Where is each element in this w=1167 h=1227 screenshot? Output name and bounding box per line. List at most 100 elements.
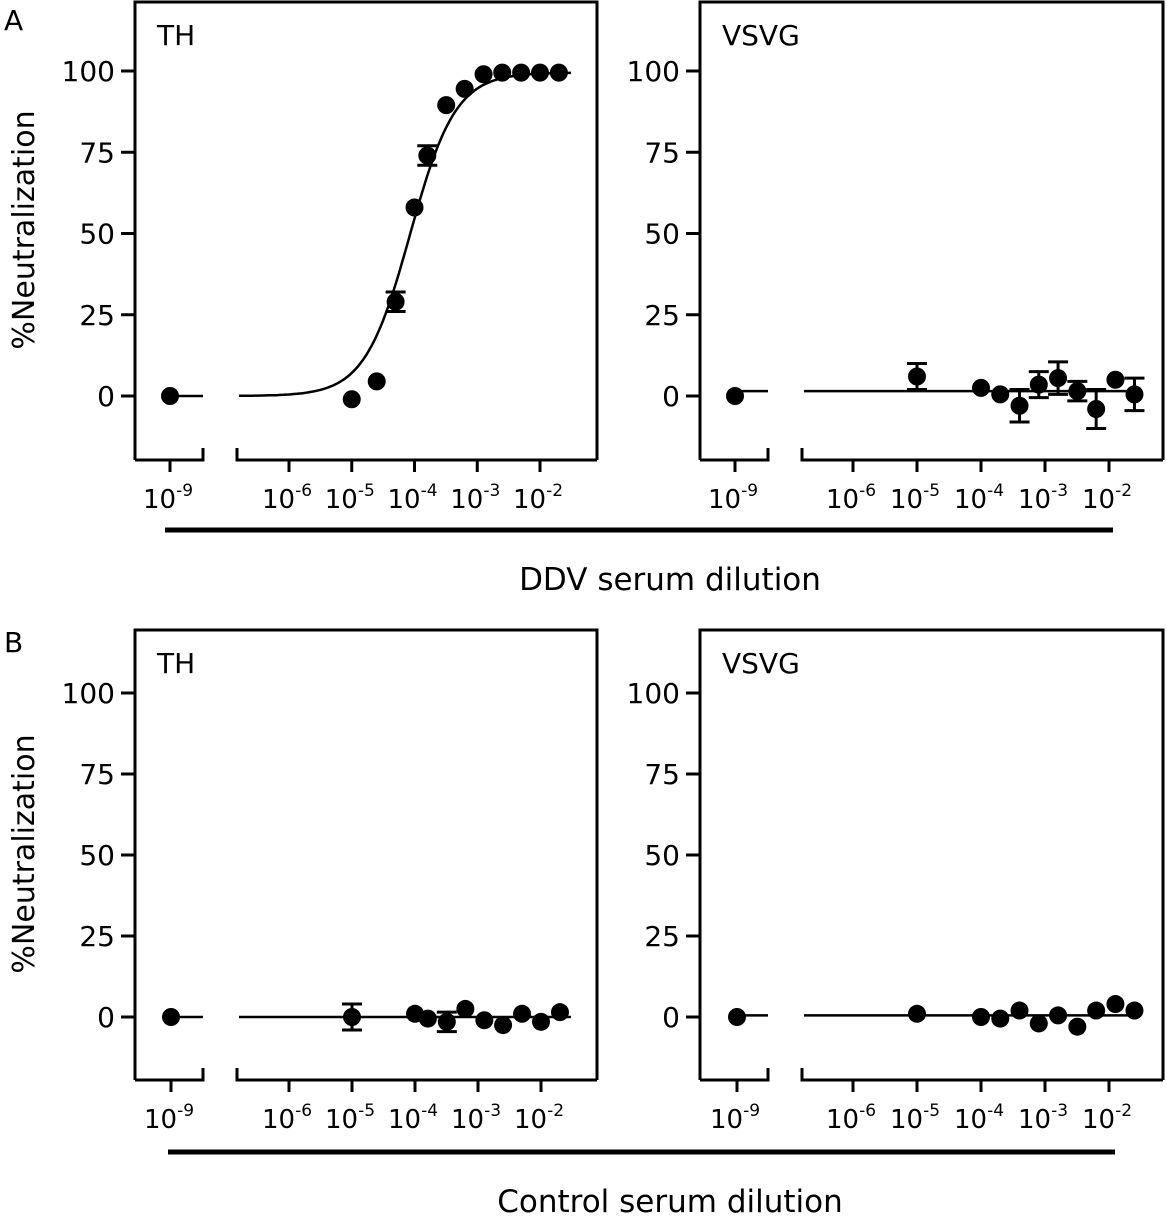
data-point bbox=[367, 372, 386, 391]
plot-frame bbox=[133, 0, 599, 460]
data-point bbox=[1068, 1017, 1087, 1036]
bottom-label-b: Control serum dilution bbox=[497, 1184, 843, 1220]
chart-panel: 0 25 50 75 100 10-9 10-6 10-5 10-4 10-3 10-2 VSVG bbox=[627, 0, 1165, 515]
data-point bbox=[549, 63, 568, 82]
data-point bbox=[494, 1016, 513, 1035]
data-point bbox=[1049, 1006, 1068, 1025]
data-point bbox=[161, 387, 179, 405]
x-tick-label: 10-5 bbox=[325, 481, 375, 515]
panel-title: TH bbox=[156, 647, 195, 680]
y-tick-label: 50 bbox=[79, 839, 115, 872]
y-tick-label: 100 bbox=[62, 55, 115, 88]
x-tick-label: 10-9 bbox=[708, 481, 758, 515]
data-point bbox=[343, 1008, 361, 1026]
y-tick-label: 100 bbox=[627, 677, 680, 710]
data-point bbox=[1029, 1014, 1048, 1033]
data-point bbox=[475, 1011, 494, 1030]
data-point bbox=[455, 79, 474, 98]
data-point bbox=[726, 387, 744, 405]
data-point bbox=[386, 292, 405, 311]
x-tick-label: 10-3 bbox=[1018, 481, 1068, 515]
y-tick-label: 25 bbox=[644, 920, 680, 953]
x-tick-label: 10-6 bbox=[262, 1101, 312, 1135]
y-axis-label: %Neutralization bbox=[7, 734, 42, 973]
data-point bbox=[418, 1009, 437, 1028]
data-point bbox=[437, 1012, 456, 1031]
data-point bbox=[342, 390, 361, 409]
data-point bbox=[405, 198, 424, 217]
section-letter-b: B bbox=[4, 626, 23, 659]
data-point bbox=[1106, 995, 1125, 1014]
x-tick-label: 10-5 bbox=[890, 481, 940, 515]
data-point bbox=[550, 1003, 569, 1022]
data-point bbox=[437, 96, 456, 115]
data-point bbox=[493, 63, 512, 82]
x-tick-label: 10-5 bbox=[325, 1101, 375, 1135]
x-tick-label: 10-4 bbox=[388, 1101, 438, 1135]
x-tick-label: 10-4 bbox=[954, 481, 1004, 515]
data-point bbox=[531, 63, 549, 82]
x-tick-label: 10-9 bbox=[144, 1101, 194, 1135]
y-tick-label: 50 bbox=[644, 839, 680, 872]
y-tick-label: 0 bbox=[97, 380, 115, 413]
y-tick-label: 0 bbox=[662, 380, 680, 413]
x-tick-label: 10-4 bbox=[954, 1101, 1004, 1135]
data-point bbox=[1087, 400, 1106, 418]
data-point bbox=[418, 146, 437, 165]
panel-title: VSVG bbox=[722, 647, 800, 680]
data-point bbox=[1010, 1001, 1029, 1020]
x-tick-label: 10-4 bbox=[387, 481, 437, 515]
y-tick-label: 100 bbox=[62, 677, 115, 710]
section-letter-a: A bbox=[4, 4, 23, 37]
y-tick-label: 75 bbox=[79, 136, 115, 169]
y-tick-label: 100 bbox=[627, 55, 680, 88]
y-tick-label: 25 bbox=[644, 299, 680, 332]
x-tick-label: 10-2 bbox=[1082, 1101, 1132, 1135]
x-tick-label: 10-2 bbox=[1082, 481, 1132, 515]
bottom-label-a: DDV serum dilution bbox=[519, 562, 821, 598]
y-tick-label: 75 bbox=[644, 136, 680, 169]
y-axis-label: %Neutralization bbox=[7, 110, 42, 349]
chart-panel: 0 25 50 75 100 10-9 10-6 10-5 10-4 10-3 10-2 TH %Neu… bbox=[7, 0, 599, 515]
chart-panels: 0 25 50 75 100 10-9 10-6 10-5 10-4 10-3 10-2 TH %Neu… bbox=[7, 0, 1165, 1135]
x-tick-label: 10-6 bbox=[262, 481, 312, 515]
x-tick-label: 10-3 bbox=[451, 1101, 501, 1135]
data-point bbox=[1068, 382, 1087, 401]
data-point bbox=[456, 999, 475, 1018]
panel-title: VSVG bbox=[722, 19, 800, 52]
data-point bbox=[1106, 370, 1125, 389]
data-point bbox=[908, 1004, 926, 1023]
data-point bbox=[513, 1004, 532, 1023]
x-tick-label: 10-9 bbox=[143, 481, 193, 515]
chart-panel: 0 25 50 75 100 10-9 10-6 10-5 10-4 10-3 10-2 VSVG bbox=[627, 628, 1165, 1135]
data-point bbox=[972, 1008, 990, 1026]
x-tick-label: 10-5 bbox=[890, 1101, 940, 1135]
x-tick-label: 10-6 bbox=[826, 481, 876, 515]
y-tick-label: 75 bbox=[644, 758, 680, 791]
data-point bbox=[1125, 1001, 1144, 1020]
x-tick-label: 10-3 bbox=[450, 481, 500, 515]
x-tick-label: 10-6 bbox=[826, 1101, 876, 1135]
plot-frame bbox=[698, 0, 1165, 460]
data-point bbox=[728, 1008, 746, 1026]
data-point bbox=[1010, 396, 1029, 415]
panel-title: TH bbox=[156, 19, 195, 52]
y-tick-label: 0 bbox=[97, 1001, 115, 1034]
data-point bbox=[1125, 385, 1144, 404]
data-point bbox=[1049, 369, 1068, 388]
fit-curve bbox=[239, 71, 571, 398]
data-point bbox=[972, 378, 990, 397]
y-tick-label: 25 bbox=[79, 299, 115, 332]
data-point bbox=[162, 1008, 180, 1026]
data-point bbox=[908, 367, 926, 386]
y-tick-label: 0 bbox=[662, 1001, 680, 1034]
x-tick-label: 10-9 bbox=[710, 1101, 760, 1135]
x-tick-label: 10-2 bbox=[514, 1101, 564, 1135]
x-tick-label: 10-3 bbox=[1018, 1101, 1068, 1135]
data-point bbox=[532, 1012, 550, 1031]
data-point bbox=[991, 1009, 1010, 1028]
data-point bbox=[1029, 375, 1048, 394]
x-tick-label: 10-2 bbox=[513, 481, 563, 515]
data-point bbox=[512, 63, 531, 82]
